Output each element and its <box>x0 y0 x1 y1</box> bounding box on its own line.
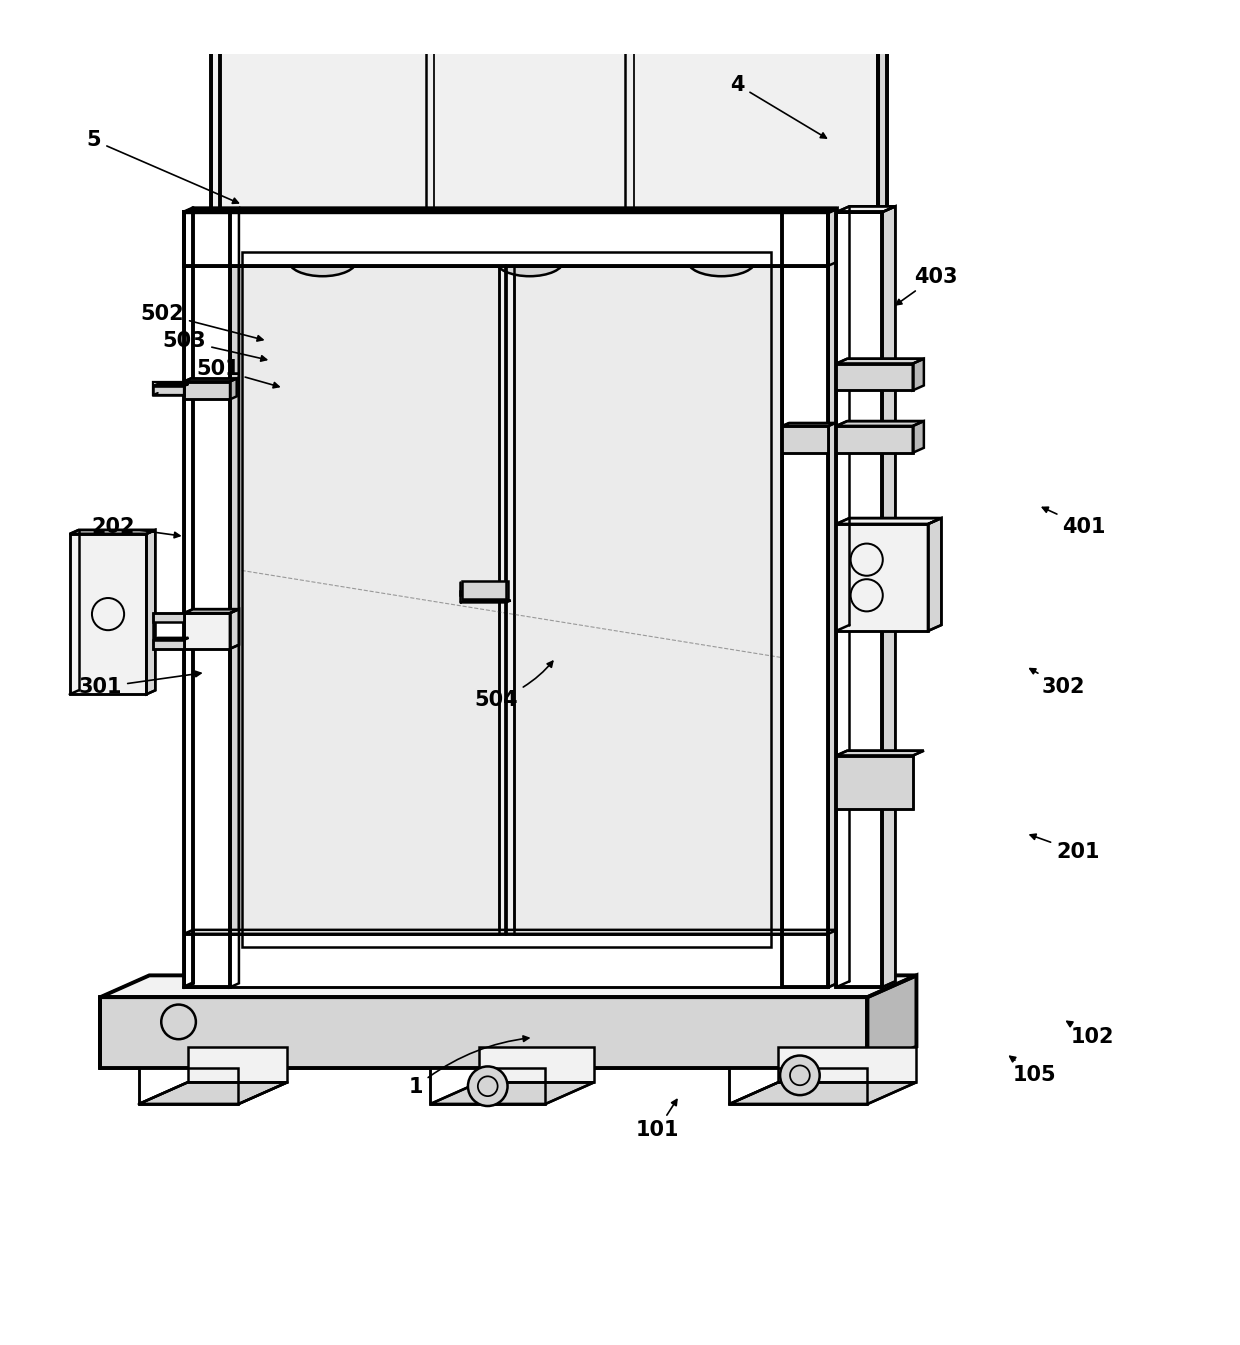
Polygon shape <box>139 1068 238 1104</box>
Ellipse shape <box>496 245 564 276</box>
Polygon shape <box>836 518 941 525</box>
Polygon shape <box>828 208 837 266</box>
Polygon shape <box>828 208 837 987</box>
Polygon shape <box>184 933 828 987</box>
Polygon shape <box>868 975 916 1068</box>
Polygon shape <box>782 426 828 453</box>
Polygon shape <box>913 359 924 390</box>
Text: 401: 401 <box>1043 507 1106 537</box>
Polygon shape <box>184 929 837 933</box>
Polygon shape <box>836 359 924 363</box>
Polygon shape <box>729 1068 868 1104</box>
Polygon shape <box>836 426 913 453</box>
Polygon shape <box>782 213 828 987</box>
Text: 403: 403 <box>897 266 957 305</box>
Polygon shape <box>139 1083 288 1104</box>
Text: 4: 4 <box>730 75 826 139</box>
Polygon shape <box>154 386 184 395</box>
Polygon shape <box>463 581 508 599</box>
Polygon shape <box>100 997 868 1068</box>
Polygon shape <box>878 44 887 975</box>
Polygon shape <box>928 518 941 631</box>
Ellipse shape <box>289 245 357 276</box>
Polygon shape <box>460 590 506 596</box>
Text: 101: 101 <box>635 1099 678 1141</box>
Polygon shape <box>231 378 237 399</box>
Polygon shape <box>184 382 231 399</box>
Text: 202: 202 <box>91 516 180 538</box>
Polygon shape <box>184 208 239 213</box>
Text: 504: 504 <box>475 662 553 710</box>
Polygon shape <box>184 208 837 213</box>
Polygon shape <box>231 609 239 648</box>
Polygon shape <box>836 363 913 390</box>
Text: 302: 302 <box>1030 668 1085 697</box>
Polygon shape <box>479 1046 594 1083</box>
Text: 301: 301 <box>78 671 201 697</box>
Polygon shape <box>184 213 828 266</box>
Polygon shape <box>69 534 146 694</box>
Text: 201: 201 <box>1030 834 1100 862</box>
Text: 1: 1 <box>409 1036 528 1098</box>
Polygon shape <box>836 525 928 631</box>
Circle shape <box>467 1067 507 1106</box>
Polygon shape <box>836 213 882 987</box>
Text: 501: 501 <box>196 359 279 387</box>
Polygon shape <box>836 421 924 426</box>
Polygon shape <box>146 530 155 694</box>
Polygon shape <box>184 213 231 987</box>
Polygon shape <box>836 756 913 810</box>
Polygon shape <box>154 638 188 640</box>
Polygon shape <box>513 266 782 933</box>
Polygon shape <box>211 48 878 975</box>
Polygon shape <box>187 1046 288 1083</box>
Polygon shape <box>913 421 924 453</box>
Polygon shape <box>231 266 498 933</box>
Polygon shape <box>211 44 887 48</box>
Polygon shape <box>430 1068 546 1104</box>
Text: 102: 102 <box>1066 1021 1115 1048</box>
Polygon shape <box>154 613 184 621</box>
Text: 5: 5 <box>87 130 238 203</box>
Polygon shape <box>184 609 239 613</box>
Polygon shape <box>69 530 155 534</box>
Text: 503: 503 <box>162 331 267 362</box>
Polygon shape <box>782 424 835 426</box>
Polygon shape <box>782 208 837 213</box>
Text: 105: 105 <box>1009 1056 1056 1084</box>
Polygon shape <box>882 206 895 987</box>
Polygon shape <box>154 640 184 648</box>
Polygon shape <box>100 975 916 997</box>
Polygon shape <box>836 751 924 756</box>
Circle shape <box>780 1056 820 1095</box>
Polygon shape <box>729 1083 916 1104</box>
Polygon shape <box>184 378 237 382</box>
Polygon shape <box>231 208 239 987</box>
Ellipse shape <box>687 245 755 276</box>
Text: 502: 502 <box>140 304 263 342</box>
Circle shape <box>161 1005 196 1040</box>
Polygon shape <box>836 206 895 213</box>
Polygon shape <box>779 1046 916 1083</box>
Polygon shape <box>154 383 188 386</box>
Polygon shape <box>184 613 231 648</box>
Polygon shape <box>430 1083 594 1104</box>
